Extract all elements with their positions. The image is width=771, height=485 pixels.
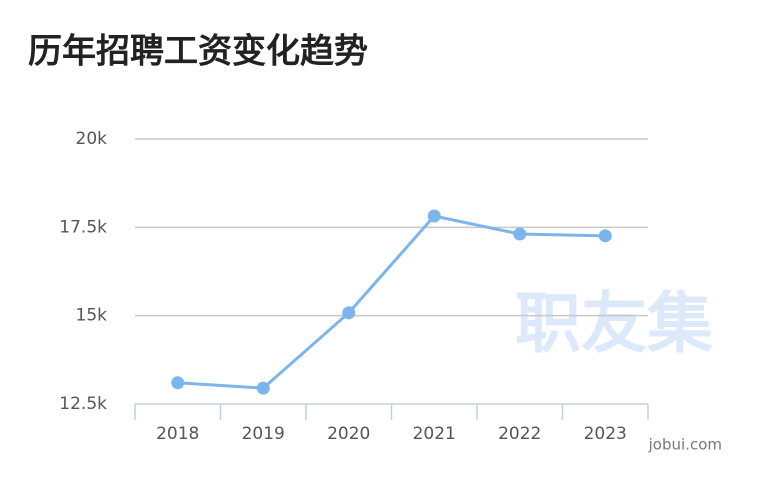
x-tick-label: 2019 bbox=[242, 424, 285, 444]
y-tick-label: 12.5k bbox=[59, 394, 107, 414]
point bbox=[256, 381, 270, 395]
source: jobui.com bbox=[648, 436, 722, 454]
watermark: 职友集 bbox=[515, 285, 713, 362]
x-tick-label: 2022 bbox=[498, 424, 541, 444]
x-tick-label: 2021 bbox=[413, 424, 456, 444]
chart-title: 历年招聘工资变化趋势 bbox=[28, 32, 368, 72]
point bbox=[342, 306, 356, 320]
x-tick-label: 2018 bbox=[156, 424, 199, 444]
y-tick-label: 20k bbox=[76, 129, 108, 149]
y-tick-label: 17.5k bbox=[59, 217, 107, 237]
y-tick-label: 15k bbox=[76, 306, 108, 326]
x-tick-label: 2023 bbox=[584, 424, 627, 444]
line bbox=[177, 214, 606, 390]
point bbox=[598, 229, 612, 243]
point bbox=[171, 376, 185, 390]
x-tick-label: 2020 bbox=[327, 424, 370, 444]
point bbox=[427, 209, 441, 223]
point bbox=[513, 227, 527, 241]
